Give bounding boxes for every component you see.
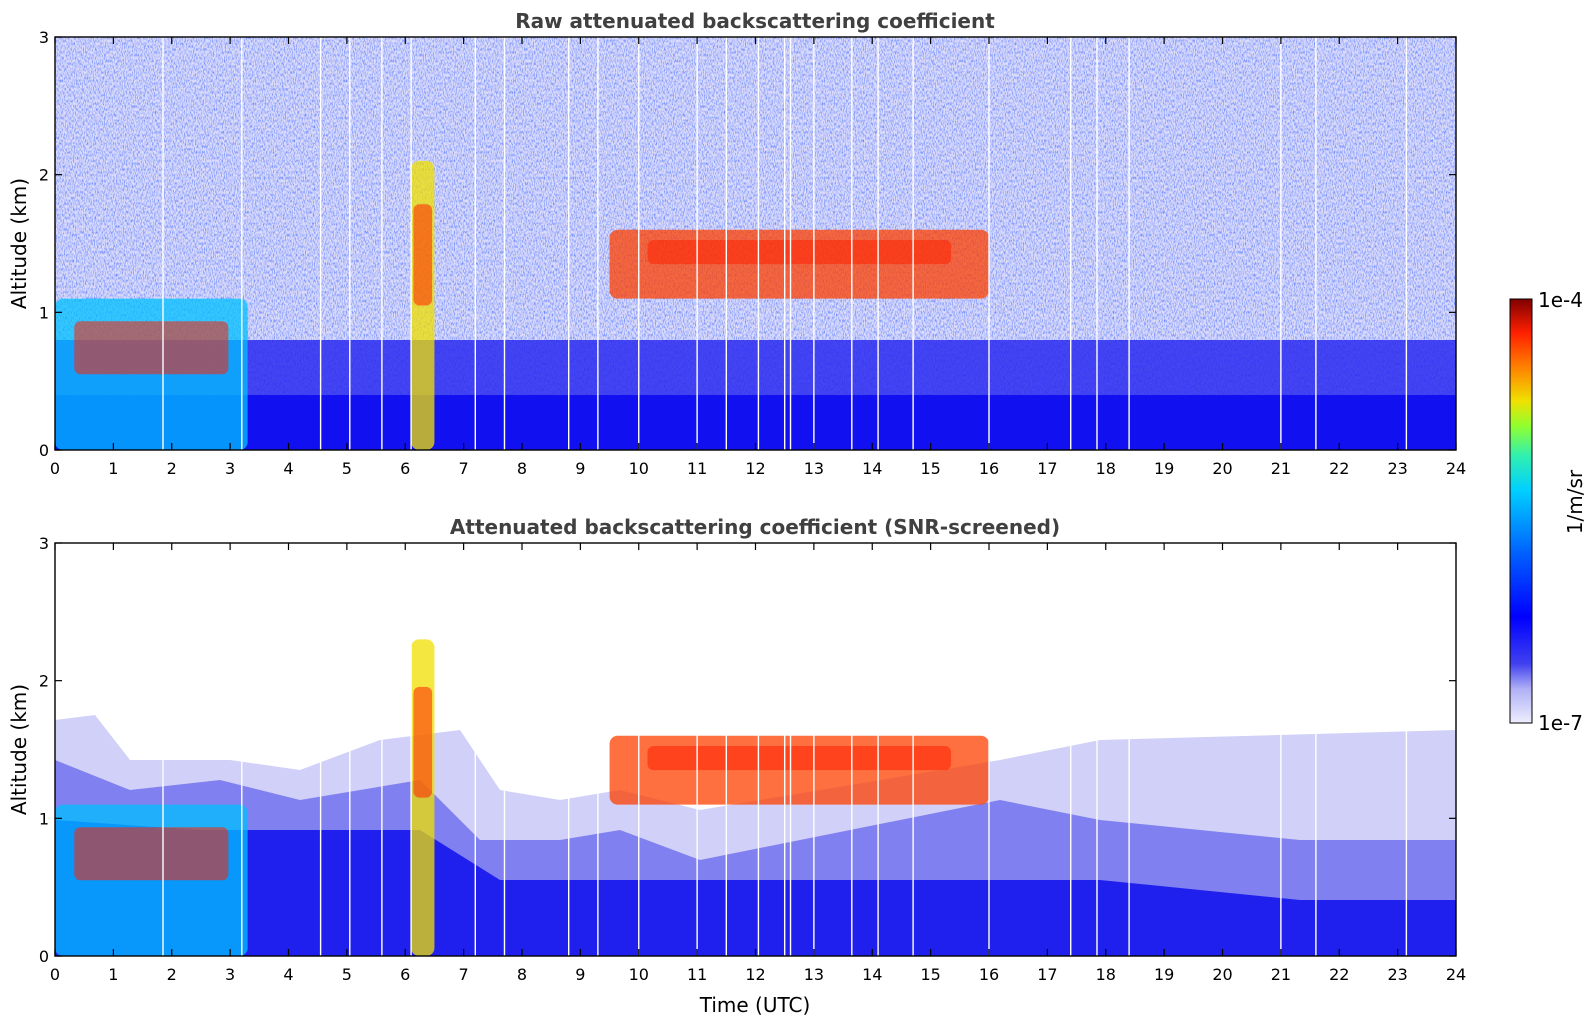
panel-snr-heatmap (55, 543, 1456, 956)
panel-snr-xtick-label: 9 (575, 965, 585, 984)
panel-raw-xtick-label: 21 (1271, 459, 1291, 478)
colorbar: 1e-4 1e-7 1/m/sr (1509, 288, 1587, 735)
panel-raw-xtick-label: 6 (400, 459, 410, 478)
panel-raw-xtick-label: 22 (1329, 459, 1349, 478)
panel-snr-xtick-label: 14 (862, 965, 882, 984)
panel-snr-xtick-label: 10 (629, 965, 649, 984)
panel-raw-feature-core (647, 240, 952, 265)
panel-raw-ytick-label: 1 (39, 303, 49, 322)
colorbar-gradient (1509, 298, 1533, 724)
panel-snr-xtick-label: 21 (1271, 965, 1291, 984)
panel-raw-title: Raw attenuated backscattering coefficien… (515, 9, 995, 33)
panel-snr-xtick-label: 8 (517, 965, 527, 984)
panel-raw-feature-core (74, 321, 229, 375)
panel-raw-ylabel: Altitude (km) (7, 178, 31, 309)
panel-raw-xtick-label: 5 (342, 459, 352, 478)
panel-snr-ytick-label: 1 (39, 809, 49, 828)
panel-snr-xtick-label: 15 (920, 965, 940, 984)
panel-snr-title: Attenuated backscattering coefficient (S… (450, 515, 1060, 539)
panel-raw-xtick-label: 19 (1154, 459, 1174, 478)
panel-raw-ytick-label: 0 (39, 441, 49, 460)
panel-snr-xtick-label: 1 (108, 965, 118, 984)
panel-raw-xtick-label: 1 (108, 459, 118, 478)
panel-snr-xtick-label: 7 (459, 965, 469, 984)
panel-raw-xtick-label: 2 (167, 459, 177, 478)
panel-raw-xtick-label: 10 (629, 459, 649, 478)
panel-raw-ytick-label: 2 (39, 166, 49, 185)
panel-snr-xtick-label: 5 (342, 965, 352, 984)
panel-raw-xtick-label: 16 (979, 459, 999, 478)
panel-snr-xtick-label: 6 (400, 965, 410, 984)
panel-raw-xtick-label: 3 (225, 459, 235, 478)
panel-raw-xtick-label: 9 (575, 459, 585, 478)
panel-snr-xtick-label: 22 (1329, 965, 1349, 984)
panel-raw-xtick-label: 20 (1212, 459, 1232, 478)
panel-snr-xtick-label: 0 (50, 965, 60, 984)
panel-snr-ytick-label: 0 (39, 947, 49, 966)
panel-snr-xtick-label: 23 (1387, 965, 1407, 984)
colorbar-max-label: 1e-4 (1538, 288, 1583, 312)
panel-raw-ytick-label: 3 (39, 28, 49, 47)
panel-snr-xtick-label: 19 (1154, 965, 1174, 984)
panel-snr-xtick-label: 16 (979, 965, 999, 984)
panel-snr-xtick-label: 3 (225, 965, 235, 984)
panel-raw-xtick-label: 13 (804, 459, 824, 478)
panel-snr-ytick-label: 3 (39, 534, 49, 553)
panel-raw-xtick-label: 11 (687, 459, 707, 478)
panel-raw-xtick-label: 14 (862, 459, 882, 478)
panel-raw-xtick-label: 23 (1387, 459, 1407, 478)
panel-snr-xtick-label: 24 (1446, 965, 1466, 984)
panel-raw-xtick-label: 4 (283, 459, 293, 478)
panel-snr-feature-core (74, 827, 229, 881)
panel-snr-xtick-label: 17 (1037, 965, 1057, 984)
panel-raw: Raw attenuated backscattering coefficien… (7, 9, 1466, 478)
panel-snr-ylabel: Altitude (km) (7, 684, 31, 815)
panel-raw-xtick-label: 0 (50, 459, 60, 478)
panel-snr-ytick-label: 2 (39, 672, 49, 691)
panel-snr-xtick-label: 11 (687, 965, 707, 984)
panel-snr-feature-core (647, 746, 952, 771)
panel-raw-xtick-label: 7 (459, 459, 469, 478)
panel-snr-xtick-label: 13 (804, 965, 824, 984)
panel-snr: Attenuated backscattering coefficient (S… (7, 515, 1466, 1017)
panel-raw-xtick-label: 8 (517, 459, 527, 478)
panel-snr-xtick-label: 4 (283, 965, 293, 984)
panel-snr-feature-core (413, 686, 433, 798)
panel-raw-xtick-label: 17 (1037, 459, 1057, 478)
panel-snr-xtick-label: 12 (745, 965, 765, 984)
panel-raw-xtick-label: 15 (920, 459, 940, 478)
panel-raw-heatmap (55, 37, 1456, 450)
colorbar-unit-label: 1/m/sr (1563, 469, 1587, 534)
panel-raw-xtick-label: 18 (1096, 459, 1116, 478)
panel-snr-xtick-label: 20 (1212, 965, 1232, 984)
colorbar-min-label: 1e-7 (1538, 711, 1583, 735)
panel-snr-xtick-label: 2 (167, 965, 177, 984)
panel-snr-xtick-label: 18 (1096, 965, 1116, 984)
panel-raw-feature-core (413, 204, 433, 306)
panel-raw-xtick-label: 12 (745, 459, 765, 478)
panel-raw-xtick-label: 24 (1446, 459, 1466, 478)
x-axis-label: Time (UTC) (699, 993, 811, 1017)
